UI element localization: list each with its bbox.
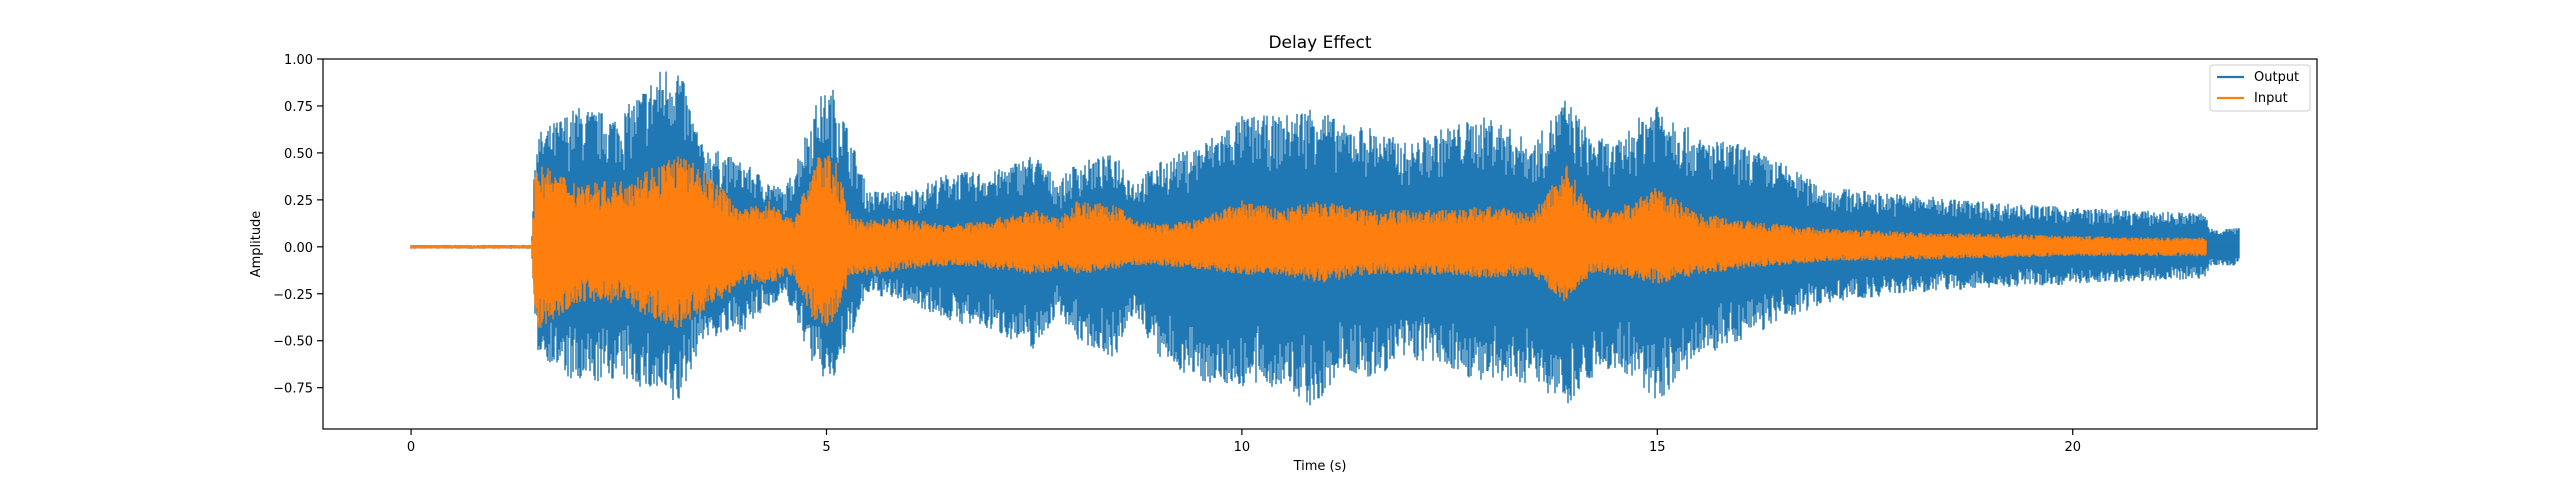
y-axis: −0.75 −0.50 −0.25 0.00 0.25 0.50 0.75 1.00 [273, 53, 323, 397]
series-input [410, 155, 2207, 329]
x-tick-label: 5 [822, 440, 830, 455]
axes-frame [322, 58, 2318, 430]
legend: Output Input [2209, 64, 2311, 112]
x-tick-label: 15 [1649, 440, 1666, 455]
legend-label-input: Input [2254, 91, 2288, 106]
y-tick-label: −0.50 [273, 335, 313, 350]
series-layer [410, 71, 2240, 406]
y-tick-label: −0.75 [273, 382, 313, 397]
x-axis: 0 5 10 15 20 [407, 429, 2081, 455]
x-axis-label: Time (s) [1293, 459, 1347, 474]
plot-area [322, 58, 2318, 430]
y-tick-label: 0.25 [284, 194, 313, 209]
y-axis-label: Amplitude [249, 211, 264, 278]
legend-label-output: Output [2254, 70, 2299, 85]
y-tick-label: −0.25 [273, 288, 313, 303]
y-tick-label: 0.50 [284, 147, 313, 162]
y-tick-label: 0.75 [284, 100, 313, 115]
y-tick-label: 0.00 [284, 241, 313, 256]
x-tick-label: 0 [407, 440, 415, 455]
x-tick-label: 10 [1234, 440, 1251, 455]
chart-title: Delay Effect [1268, 33, 1371, 53]
y-tick-label: 1.00 [284, 53, 313, 68]
x-tick-label: 20 [2064, 440, 2081, 455]
